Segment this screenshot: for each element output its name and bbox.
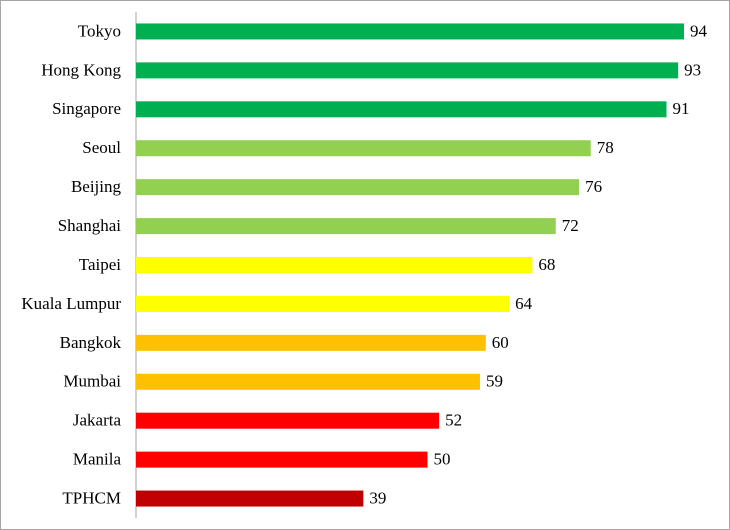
data-label: 60 [492, 333, 509, 352]
bar [136, 490, 364, 507]
y-tick-label: Taipei [79, 255, 122, 274]
y-tick-label: Beijing [71, 177, 122, 196]
data-label: 64 [515, 294, 533, 313]
data-label: 68 [538, 255, 555, 274]
bar [136, 140, 591, 157]
bar [136, 101, 667, 118]
bar [136, 412, 440, 429]
bar [136, 295, 510, 312]
y-tick-label: Jakarta [73, 411, 122, 430]
y-tick-label: Bangkok [60, 333, 122, 352]
bar [136, 62, 679, 79]
y-tick-label: Manila [73, 450, 122, 469]
data-label: 76 [585, 177, 602, 196]
data-label: 72 [562, 216, 579, 235]
y-tick-label: TPHCM [62, 488, 121, 507]
bar [136, 23, 684, 40]
data-label: 91 [673, 99, 690, 118]
y-tick-label: Hong Kong [41, 60, 121, 79]
y-tick-label: Mumbai [63, 372, 121, 391]
data-label: 93 [684, 60, 701, 79]
bar [136, 257, 533, 273]
bar [136, 373, 480, 390]
y-tick-label: Tokyo [78, 21, 121, 40]
y-tick-label: Shanghai [58, 216, 122, 235]
y-tick-label: Kuala Lumpur [21, 294, 121, 313]
y-tick-label: Seoul [82, 138, 121, 157]
data-label: 78 [597, 138, 614, 157]
data-label: 52 [445, 411, 462, 430]
data-label: 94 [690, 21, 708, 40]
bar [136, 218, 556, 235]
data-label: 39 [369, 488, 386, 507]
bar [136, 179, 580, 196]
bar [136, 334, 486, 351]
y-tick-label: Singapore [52, 99, 121, 118]
data-label: 50 [433, 450, 450, 469]
bar [136, 451, 428, 468]
data-label: 59 [486, 372, 503, 391]
